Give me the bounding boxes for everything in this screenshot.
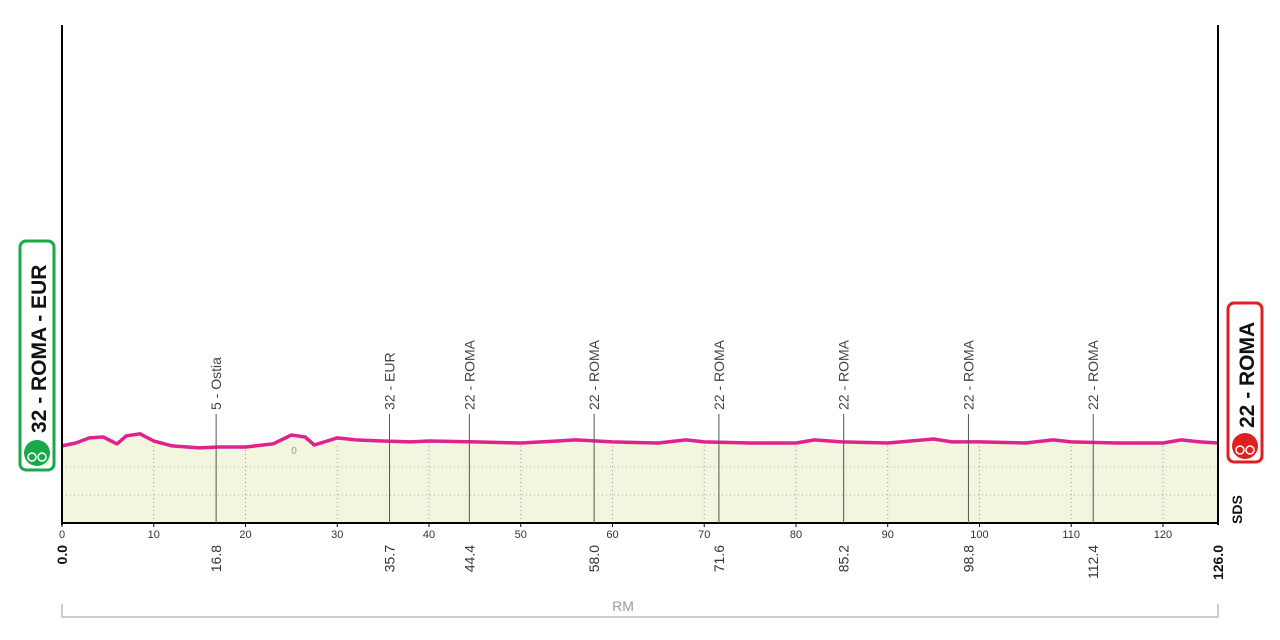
km-label: 112.4: [1085, 545, 1101, 579]
profile-line: [61, 432, 1219, 450]
x-tick-label: 70: [698, 529, 710, 541]
start-icon: [37, 452, 47, 462]
km-label: 35.7: [382, 545, 398, 572]
x-tick-label: 40: [423, 529, 435, 541]
waypoint-label: 22 - ROMA: [836, 339, 852, 410]
start-icon: [27, 452, 37, 462]
x-tick-label: 100: [970, 529, 988, 541]
x-tick-label: 10: [148, 529, 160, 541]
waypoint-label: 32 - EUR: [382, 352, 398, 410]
finish-icon: [1245, 445, 1255, 455]
region-label: RM: [612, 598, 634, 614]
x-tick-label: 50: [515, 529, 527, 541]
x-tick-label: 120: [1154, 529, 1172, 541]
finish-icon: [1232, 433, 1258, 459]
km-label: 44.4: [461, 545, 477, 572]
finish-km-label: 126.0: [1210, 545, 1226, 580]
x-tick-label: 110: [1062, 529, 1080, 541]
start-icon: [24, 440, 50, 466]
km-label: 85.2: [836, 545, 852, 572]
x-tick-label: 80: [790, 529, 802, 541]
start-km-label: 0.0: [54, 545, 70, 565]
km-label: 71.6: [711, 545, 727, 572]
annotation: 0: [291, 446, 297, 457]
x-tick-label: 0: [59, 529, 65, 541]
waypoint-label: 22 - ROMA: [711, 339, 727, 410]
finish-box: [1226, 301, 1264, 464]
x-tick-label: 20: [239, 529, 251, 541]
x-tick-label: 60: [606, 529, 618, 541]
x-tick-label: 30: [331, 529, 343, 541]
waypoint-label: 22 - ROMA: [461, 339, 477, 410]
start-box: [18, 239, 56, 472]
start-label: 32 - ROMA - EUR: [28, 265, 51, 433]
waypoint-label: 22 - ROMA: [1085, 339, 1101, 410]
logo: SDS: [1229, 495, 1245, 524]
waypoint-label: 5 - Ostia: [208, 357, 224, 410]
km-label: 98.8: [960, 545, 976, 572]
km-label: 16.8: [208, 545, 224, 572]
region-bracket: [61, 604, 1219, 618]
km-label: 58.0: [586, 545, 602, 572]
waypoint-label: 22 - ROMA: [586, 339, 602, 410]
finish-icon: [1235, 445, 1245, 455]
x-tick-label: 90: [882, 529, 894, 541]
finish-label: 22 - ROMA: [1236, 322, 1259, 428]
profile-area: [62, 433, 1218, 523]
waypoint-label: 22 - ROMA: [960, 339, 976, 410]
